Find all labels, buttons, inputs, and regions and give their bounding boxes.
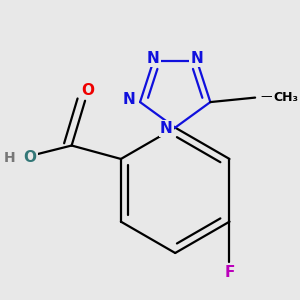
Text: O: O [81, 83, 94, 98]
Text: N: N [190, 51, 203, 66]
Text: F: F [224, 265, 235, 280]
Text: —: — [261, 90, 273, 103]
Text: N: N [122, 92, 135, 107]
Text: CH₃: CH₃ [273, 91, 298, 104]
Text: N: N [147, 51, 160, 66]
Text: N: N [160, 121, 172, 136]
Text: O: O [24, 150, 37, 165]
Text: H: H [4, 151, 16, 165]
